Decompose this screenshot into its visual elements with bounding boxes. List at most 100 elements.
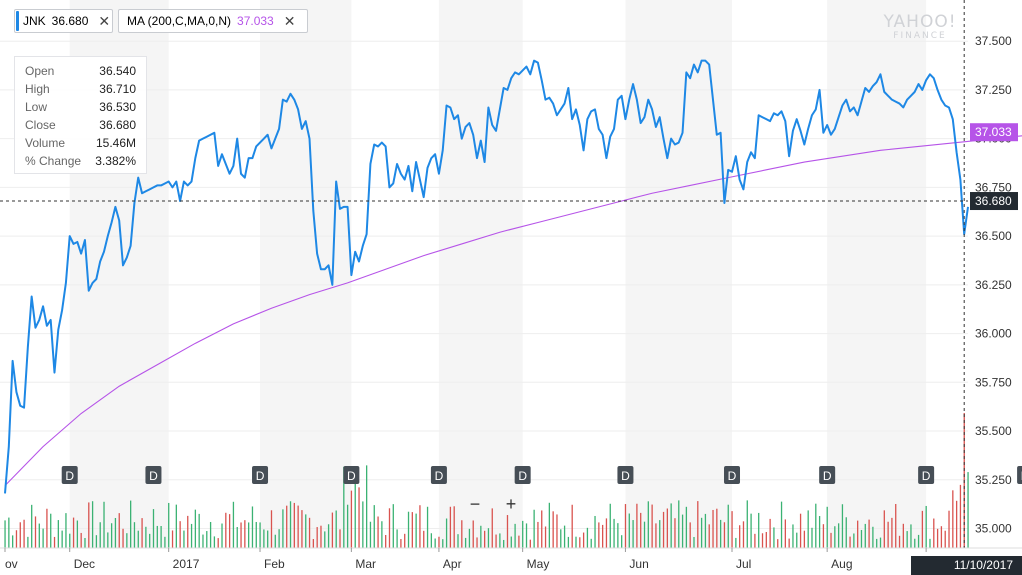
volume-bar [697, 501, 699, 548]
dividend-marker[interactable]: D [145, 466, 162, 484]
volume-bar [563, 525, 566, 548]
legend-ma-label: MA (200,C,MA,0,N) [127, 14, 232, 28]
dividend-marker[interactable]: D [514, 466, 531, 484]
logo-line2: FINANCE [893, 31, 947, 41]
volume-bar [308, 517, 311, 548]
volume-bar [921, 510, 924, 548]
volume-bar [784, 519, 786, 548]
volume-bar [312, 539, 315, 548]
volume-bar [514, 523, 516, 548]
x-tick-label: Jul [736, 557, 751, 571]
dividend-marker[interactable]: D [61, 466, 78, 484]
remove-jnk-icon[interactable]: ✕ [98, 13, 111, 29]
dividend-label: D [256, 469, 265, 483]
volume-bar [560, 529, 562, 548]
volume-bar [518, 535, 520, 548]
volume-bar [491, 508, 493, 548]
volume-bar [826, 506, 828, 548]
volume-bar [506, 515, 509, 548]
volume-bar [31, 504, 33, 548]
volume-bar [742, 521, 745, 548]
volume-bar [251, 506, 254, 548]
volume-bar [868, 519, 870, 548]
volume-bar [206, 531, 208, 548]
dividend-marker[interactable]: D [252, 466, 269, 484]
volume-bar [407, 511, 410, 548]
volume-bar [830, 532, 832, 548]
x-tick-label: Apr [443, 557, 462, 571]
legend-jnk[interactable]: JNK 36.680 ✕ [14, 9, 113, 33]
volume-bar [423, 530, 425, 548]
x-tick-label: May [527, 557, 550, 571]
volume-bar [289, 501, 292, 548]
volume-bar [586, 527, 589, 548]
volume-bar [689, 522, 691, 548]
volume-bar [354, 481, 356, 548]
y-tick-label: 35.000 [975, 522, 1012, 536]
volume-bar [331, 512, 334, 548]
dividend-label: D [621, 469, 630, 483]
volume-bar [122, 528, 124, 548]
volume-bar [76, 520, 79, 548]
volume-bar [700, 517, 703, 548]
volume-bar [480, 525, 482, 548]
tooltip-value: 3.382% [95, 154, 136, 168]
volume-bar [811, 527, 813, 548]
volume-bar [152, 509, 155, 548]
legend-ma[interactable]: MA (200,C,MA,0,N) 37.033 ✕ [118, 9, 308, 33]
volume-bar [499, 533, 501, 548]
volume-bar [929, 538, 931, 548]
volume-bar [788, 538, 790, 548]
dividend-marker[interactable]: D [918, 466, 935, 484]
dividend-marker[interactable]: D [819, 466, 836, 484]
volume-bar [925, 505, 927, 548]
volume-bar [601, 524, 604, 548]
dividend-badge [430, 466, 447, 484]
volume-bar [232, 501, 235, 548]
volume-bar [674, 518, 676, 548]
volume-bar [624, 504, 627, 548]
volume-bar [240, 522, 242, 548]
volume-bar [430, 533, 433, 548]
volume-bar [719, 519, 722, 548]
month-band [827, 0, 927, 548]
volume-bar [582, 532, 585, 548]
volume-bar [457, 534, 459, 548]
volume-bar [434, 538, 436, 548]
volume-bar [358, 487, 360, 548]
volume-bar [381, 521, 383, 548]
remove-ma-icon[interactable]: ✕ [283, 13, 296, 29]
dividend-marker[interactable]: D [430, 466, 447, 484]
volume-bar [286, 505, 288, 548]
dividend-badge [819, 466, 836, 484]
volume-bar [556, 514, 558, 548]
zoom-in-button[interactable]: + [505, 493, 517, 514]
volume-bar [541, 510, 543, 548]
volume-bar [917, 534, 920, 548]
ohlc-tooltip: Open 36.540 High 36.710 Low 36.530 Close 36.… [14, 56, 147, 174]
volume-bar [761, 533, 764, 548]
volume-bar [902, 523, 904, 548]
volume-bar [339, 529, 341, 548]
volume-bar [959, 484, 962, 548]
volume-bar [198, 513, 200, 548]
volume-bar [940, 526, 943, 548]
tooltip-value: 36.680 [99, 118, 136, 132]
volume-bar [130, 500, 132, 548]
volume-bar [769, 518, 771, 548]
volume-bar [419, 505, 421, 548]
volume-bar [666, 508, 669, 548]
dividend-marker[interactable]: D [343, 466, 360, 484]
dividend-marker[interactable]: D [617, 466, 634, 484]
y-tick-label: 35.250 [975, 473, 1012, 487]
volume-bar [796, 532, 798, 548]
volume-bar [179, 521, 181, 548]
month-band [625, 0, 733, 548]
dividend-markers[interactable]: DDDDDDDDDDDD [61, 466, 1022, 484]
dividend-marker[interactable]: D [1017, 466, 1022, 484]
volume-bar [42, 528, 44, 548]
zoom-out-button[interactable]: − [469, 493, 481, 514]
volume-bar [731, 511, 733, 548]
dividend-marker[interactable]: D [724, 466, 741, 484]
